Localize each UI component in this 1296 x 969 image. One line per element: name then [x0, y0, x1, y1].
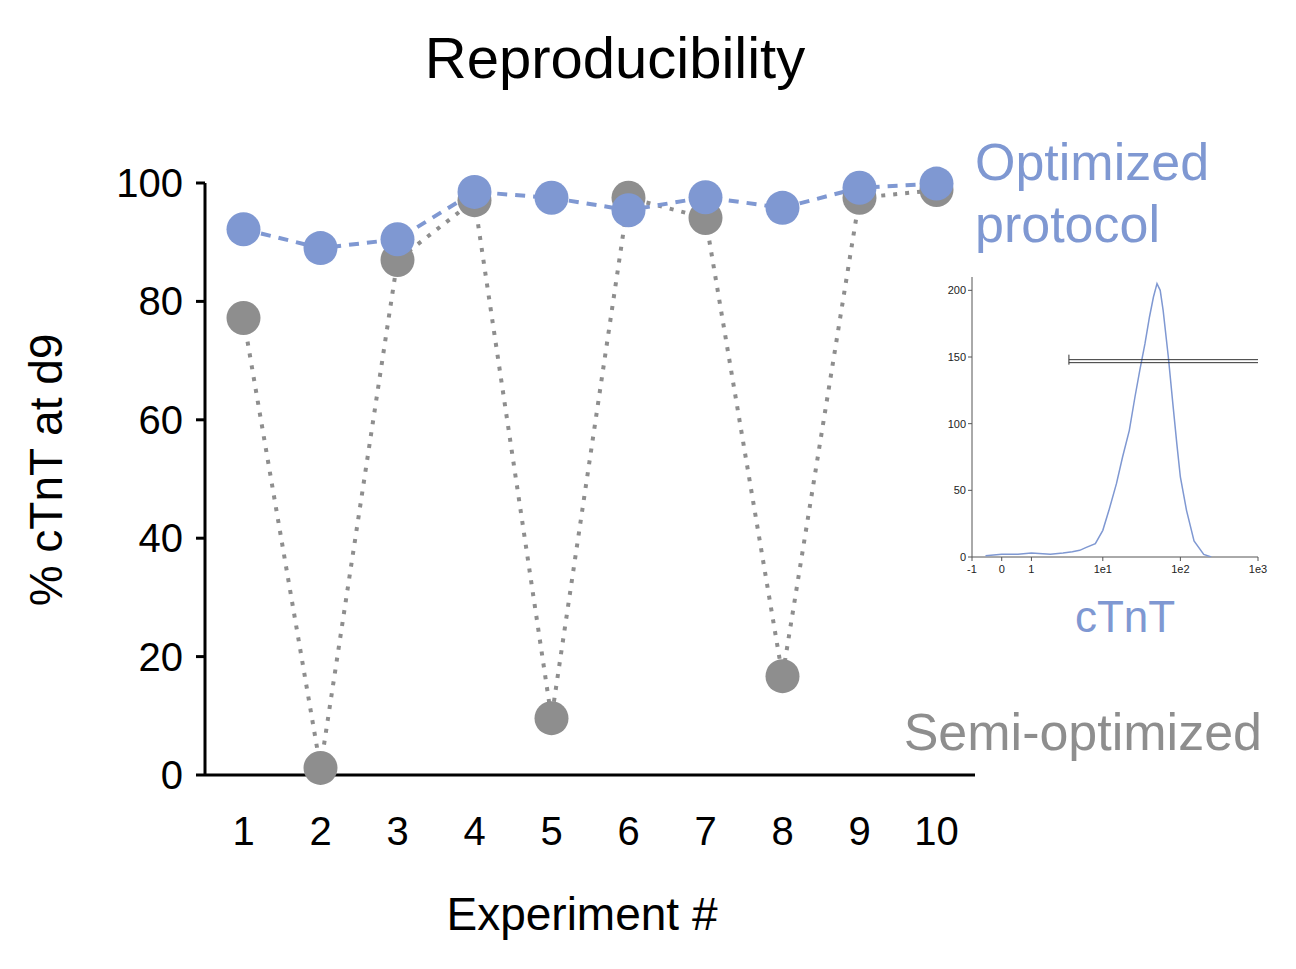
x-tick-label: 1: [232, 809, 254, 853]
x-tick-label: 7: [694, 809, 716, 853]
data-point: [689, 180, 723, 214]
x-axis-label: Experiment #: [446, 888, 717, 940]
y-axis-label: % cTnT at d9: [20, 334, 72, 607]
inset-y-tick-label: 100: [948, 418, 966, 430]
inset-y-tick: [968, 290, 972, 291]
y-tick: [196, 774, 205, 777]
gate-line: [1069, 359, 1258, 360]
inset-y-tick: [968, 490, 972, 491]
gate-line: [1069, 362, 1258, 363]
data-point: [843, 171, 877, 205]
inset-y-tick-label: 0: [960, 551, 966, 563]
inset-y-tick-label: 150: [948, 351, 966, 363]
data-point: [304, 751, 338, 785]
data-point: [535, 701, 569, 735]
x-tick-label: 8: [771, 809, 793, 853]
series-line: [244, 184, 937, 249]
inset-x-tick-label: 0: [999, 563, 1005, 575]
y-tick: [196, 418, 205, 421]
data-point: [304, 231, 338, 265]
data-point: [227, 301, 261, 335]
y-tick-label: 0: [161, 753, 183, 797]
y-tick-label: 20: [139, 635, 184, 679]
data-point: [920, 167, 954, 201]
chart-canvas: Reproducibility02040608010012345678910Ex…: [0, 0, 1296, 969]
y-axis: [204, 183, 207, 775]
inset-x-tick: [1102, 557, 1103, 561]
inset-x-axis: [972, 557, 1258, 558]
x-tick-label: 6: [617, 809, 639, 853]
inset-y-tick-label: 50: [954, 484, 966, 496]
inset-x-tick-label: 1e1: [1094, 563, 1112, 575]
y-tick: [196, 537, 205, 540]
inset-x-tick-label: 1e3: [1249, 563, 1267, 575]
x-tick-label: 2: [309, 809, 331, 853]
inset-y-tick: [968, 557, 972, 558]
x-tick-label: 4: [463, 809, 485, 853]
y-tick-label: 80: [139, 279, 184, 323]
y-tick: [196, 655, 205, 658]
y-tick: [196, 182, 205, 185]
x-tick-label: 9: [848, 809, 870, 853]
data-point: [458, 175, 492, 209]
inset-x-axis-label: cTnT: [1075, 592, 1175, 641]
y-tick-label: 40: [139, 516, 184, 560]
y-tick: [196, 300, 205, 303]
x-tick-label: 3: [386, 809, 408, 853]
legend-label: Optimizedprotocol: [975, 133, 1209, 253]
x-tick-label: 5: [540, 809, 562, 853]
inset-y-axis: [972, 277, 973, 557]
legend-label-line: protocol: [975, 195, 1160, 253]
legend-label-line: Optimized: [975, 133, 1209, 191]
inset-y-tick: [968, 357, 972, 358]
y-tick-label: 100: [116, 161, 183, 205]
data-point: [227, 212, 261, 246]
inset-x-tick: [1031, 557, 1032, 561]
inset-x-tick: [1258, 557, 1259, 561]
data-point: [612, 193, 646, 227]
legend-label: Semi-optimized: [904, 703, 1262, 761]
inset-x-tick: [1001, 557, 1002, 561]
chart-title: Reproducibility: [425, 25, 805, 90]
plot-area: [227, 167, 954, 785]
data-point: [766, 191, 800, 225]
inset-x-tick: [972, 557, 973, 561]
inset-x-tick-label: -1: [967, 563, 977, 575]
data-point: [766, 659, 800, 693]
inset-x-tick-label: 1e2: [1171, 563, 1189, 575]
data-point: [535, 181, 569, 215]
inset-x-tick: [1180, 557, 1181, 561]
series-line: [244, 190, 937, 768]
x-tick-label: 10: [914, 809, 959, 853]
inset-y-tick: [968, 423, 972, 424]
inset-plot-area: [985, 284, 1258, 557]
histogram-line: [985, 284, 1211, 557]
inset-x-tick-label: 1: [1028, 563, 1034, 575]
data-point: [381, 222, 415, 256]
y-tick-label: 60: [139, 398, 184, 442]
inset-y-tick-label: 200: [948, 284, 966, 296]
